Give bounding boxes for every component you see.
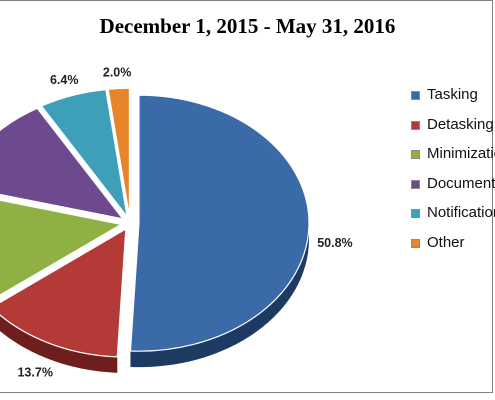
chart-frame (0, 0, 493, 393)
legend-item-other: Other (411, 234, 495, 264)
chart-legend: Tasking Detasking Minimization Documentatio… (411, 86, 495, 263)
legend-item-detasking: Detasking (411, 116, 495, 146)
legend-swatch-detasking (411, 120, 420, 130)
legend-item-documentation: Documentation (411, 175, 495, 205)
slice-label-other: 2.0% (103, 66, 132, 80)
legend-label-documentation: Documentation (427, 174, 495, 192)
pie-labels: 50.8% 13.7% 6.4% 2.0% (17, 66, 352, 380)
legend-item-minimization: Minimization (411, 145, 495, 175)
legend-label-minimization: Minimization (427, 145, 495, 162)
slice-notification (40, 88, 128, 217)
legend-label-other: Other (427, 233, 465, 251)
slice-side-tasking (130, 223, 309, 368)
legend-item-notification: Notification (411, 204, 495, 234)
legend-swatch-tasking (411, 91, 420, 100)
legend-swatch-other (411, 238, 420, 248)
legend-label-notification: Notification (427, 204, 495, 221)
legend-label-detasking: Detasking (427, 115, 494, 133)
chart-title: December 1, 2015 - May 31, 2016 (99, 14, 396, 38)
legend-swatch-notification (411, 209, 420, 218)
slice-detasking (0, 227, 127, 358)
legend-swatch-minimization (411, 150, 420, 159)
pie-tops (0, 87, 310, 358)
slice-label-notification: 6.4% (50, 73, 79, 87)
legend-label-tasking: Tasking (427, 86, 478, 103)
legend-swatch-documentation (411, 179, 420, 189)
slice-documentation (0, 107, 125, 220)
slice-other (107, 87, 131, 217)
slice-label-tasking: 50.8% (317, 236, 352, 250)
slice-tasking (129, 94, 310, 352)
slice-label-detasking: 13.7% (17, 366, 52, 380)
slice-minimization (0, 199, 123, 296)
slice-side-detasking (0, 315, 118, 373)
legend-item-tasking: Tasking (411, 86, 495, 116)
pie-sides (0, 223, 309, 373)
